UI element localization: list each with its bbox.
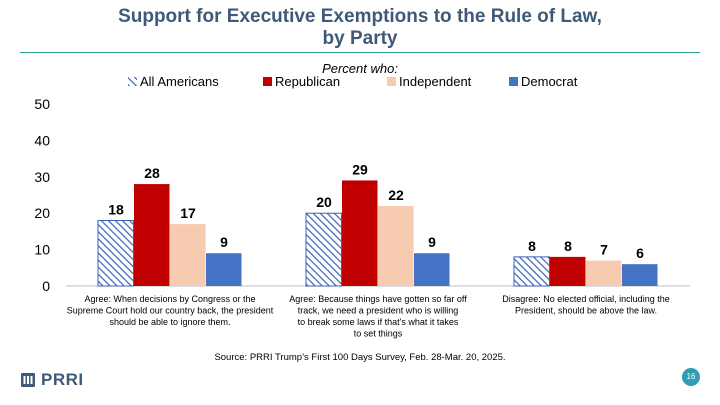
logo-text: PRRI	[41, 370, 84, 389]
data-label-all-americans-2: 20	[316, 194, 332, 210]
prri-logo-icon	[21, 373, 35, 387]
bar-democrat-3	[622, 264, 658, 286]
legend-label-democrat: Democrat	[521, 74, 578, 89]
category-label-3: Disagree: No elected official, including…	[502, 294, 669, 316]
chart-title-line-1: Support for Executive Exemptions to the …	[118, 6, 602, 27]
y-tick-label: 10	[34, 242, 50, 258]
legend-swatch-republican	[263, 77, 272, 86]
legend-swatch-all-americans	[128, 77, 137, 86]
chart-subtitle: Percent who:	[322, 61, 398, 76]
y-tick-label: 30	[34, 169, 50, 185]
data-label-democrat-2: 9	[428, 234, 436, 250]
bar-independent-1	[170, 224, 206, 286]
bar-republican-3	[550, 256, 586, 286]
bar-all-americans-3	[513, 256, 550, 287]
bar-all-americans-2	[305, 212, 342, 287]
legend-label-republican: Republican	[275, 74, 340, 89]
y-tick-label: 50	[34, 96, 50, 112]
bar-independent-2	[378, 205, 414, 286]
bar-all-americans-1	[97, 219, 134, 287]
data-label-all-americans-3: 8	[528, 238, 536, 254]
bar-republican-2	[342, 180, 378, 286]
legend-swatch-democrat	[509, 77, 518, 86]
bar-republican-1	[134, 184, 170, 286]
chart-title: Support for Executive Exemptions to the …	[0, 6, 720, 50]
data-label-democrat-3: 6	[636, 245, 644, 261]
data-label-independent-3: 7	[600, 242, 608, 258]
source-note: Source: PRRI Trump’s First 100 Days Surv…	[214, 352, 506, 363]
y-tick-label: 20	[34, 205, 50, 221]
category-label-1: Agree: When decisions by Congress or the…	[67, 294, 274, 327]
category-label-2: Agree: Because things have gotten so far…	[289, 294, 467, 339]
prri-logo: PRRI	[20, 370, 84, 390]
title-divider	[20, 52, 700, 53]
data-label-independent-2: 22	[388, 187, 404, 203]
bar-democrat-2	[414, 253, 450, 286]
data-label-republican-1: 28	[144, 165, 160, 181]
data-label-republican-2: 29	[352, 161, 368, 177]
data-label-republican-3: 8	[564, 238, 572, 254]
bar-independent-3	[586, 260, 622, 286]
legend-swatch-independent	[387, 77, 396, 86]
data-label-independent-1: 17	[180, 205, 196, 221]
legend-label-independent: Independent	[399, 74, 472, 89]
y-tick-label: 0	[42, 278, 50, 294]
data-label-democrat-1: 9	[220, 234, 228, 250]
y-tick-label: 40	[34, 132, 50, 148]
data-label-all-americans-1: 18	[108, 201, 124, 217]
bar-democrat-1	[206, 253, 242, 286]
legend-label-all-americans: All Americans	[140, 74, 219, 89]
page-number-badge: 16	[682, 368, 700, 386]
chart-title-line-2: by Party	[322, 28, 398, 49]
